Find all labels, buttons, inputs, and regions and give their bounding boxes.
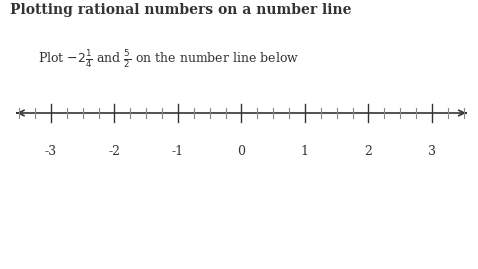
Text: 1: 1 xyxy=(301,145,309,158)
Text: Plotting rational numbers on a number line: Plotting rational numbers on a number li… xyxy=(10,3,351,17)
Text: -1: -1 xyxy=(172,145,184,158)
Text: -3: -3 xyxy=(45,145,57,158)
Text: -2: -2 xyxy=(109,145,120,158)
Text: 0: 0 xyxy=(238,145,245,158)
Text: 2: 2 xyxy=(364,145,372,158)
Text: Plot $-2\frac{1}{4}$ and $\frac{5}{2}$ on the number line below: Plot $-2\frac{1}{4}$ and $\frac{5}{2}$ o… xyxy=(38,48,299,70)
Text: 3: 3 xyxy=(428,145,436,158)
